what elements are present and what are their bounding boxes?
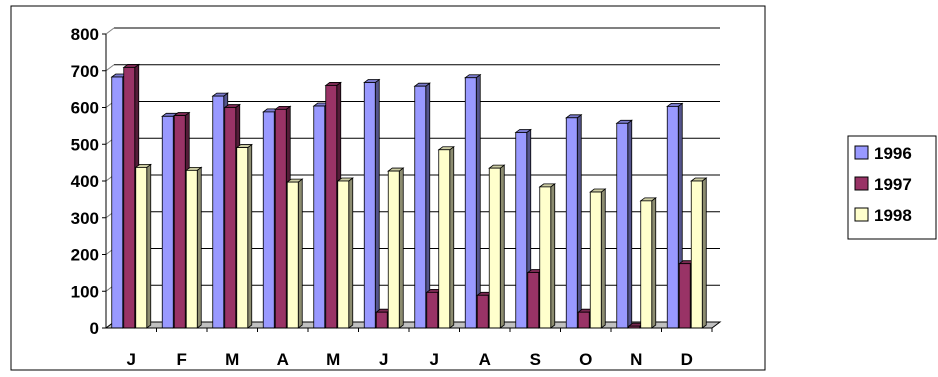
x-tick-label: J bbox=[430, 350, 439, 369]
y-tick-label: 300 bbox=[71, 209, 99, 228]
bar-1998 bbox=[236, 147, 249, 329]
bar-1996 bbox=[666, 105, 679, 329]
bar-1998 bbox=[387, 170, 400, 329]
bar-side bbox=[475, 73, 481, 329]
bar-1997 bbox=[173, 115, 186, 329]
x-tick-label: A bbox=[277, 350, 289, 369]
bar-side bbox=[600, 188, 606, 329]
bar-1997 bbox=[678, 263, 691, 329]
y-tick-label: 200 bbox=[71, 246, 99, 265]
x-tick-label: D bbox=[681, 350, 693, 369]
bar-1996 bbox=[212, 95, 225, 329]
x-tick-label: N bbox=[630, 350, 642, 369]
y-tick-label: 400 bbox=[71, 172, 99, 191]
gridline-side bbox=[105, 27, 115, 35]
bar-side bbox=[348, 177, 354, 329]
bar-side bbox=[449, 145, 455, 329]
bar-1996 bbox=[262, 111, 275, 329]
bar-side bbox=[627, 119, 633, 329]
bar-1996 bbox=[616, 122, 629, 329]
legend-label: 1997 bbox=[874, 175, 912, 194]
bar-1997 bbox=[426, 291, 439, 329]
bar-1997 bbox=[527, 272, 540, 329]
bar-1997 bbox=[123, 67, 136, 329]
legend-swatch bbox=[854, 176, 869, 191]
bar-1998 bbox=[690, 180, 703, 329]
x-tick-label: M bbox=[326, 350, 340, 369]
y-tick-label: 600 bbox=[71, 99, 99, 118]
bar-1996 bbox=[313, 105, 326, 329]
y-tick-label: 800 bbox=[71, 25, 99, 44]
x-tick-label: F bbox=[177, 350, 187, 369]
bar-1998 bbox=[135, 167, 148, 329]
bar-side bbox=[651, 197, 657, 329]
legend-swatch bbox=[854, 207, 869, 222]
y-tick-label: 500 bbox=[71, 135, 99, 154]
bar-1998 bbox=[438, 149, 451, 329]
bar-1997 bbox=[224, 107, 237, 329]
legend-label: 1996 bbox=[874, 144, 912, 163]
bar-side bbox=[499, 164, 505, 329]
legend-label: 1998 bbox=[874, 206, 912, 225]
bar-side bbox=[247, 143, 253, 329]
bar-1998 bbox=[640, 200, 653, 329]
x-tick-label: O bbox=[579, 350, 592, 369]
bar-1998 bbox=[488, 167, 501, 329]
bar-1996 bbox=[363, 82, 376, 329]
bar-side bbox=[196, 166, 202, 329]
x-tick-label: A bbox=[479, 350, 491, 369]
x-tick-label: S bbox=[530, 350, 541, 369]
bar-1998 bbox=[539, 186, 552, 329]
bar-side bbox=[398, 167, 404, 329]
bar-side bbox=[701, 177, 707, 329]
bar-1997 bbox=[476, 294, 489, 329]
bar-1996 bbox=[414, 85, 427, 329]
y-tick-label: 0 bbox=[90, 319, 99, 338]
bar-1998 bbox=[286, 181, 299, 329]
bar-1996 bbox=[515, 132, 528, 329]
bar-1997 bbox=[577, 311, 590, 329]
bars-layer bbox=[110, 63, 708, 329]
bar-1998 bbox=[185, 169, 198, 329]
legend: 1996 1997 1998 bbox=[847, 135, 937, 240]
bar-1996 bbox=[464, 77, 477, 329]
bar-1997 bbox=[375, 311, 388, 329]
bar-1997 bbox=[274, 108, 287, 329]
bar-side bbox=[550, 183, 556, 329]
bar-1996 bbox=[161, 115, 174, 329]
bar-side bbox=[297, 178, 303, 329]
bar-1998 bbox=[589, 191, 602, 329]
axis-layer: 0 100 200 300 400 500 600 700 800 J F M A M J J A S O N D bbox=[71, 25, 713, 369]
bar-1996 bbox=[565, 117, 578, 329]
legend-swatch bbox=[854, 145, 869, 160]
bar-1998 bbox=[337, 180, 350, 329]
x-tick-label: J bbox=[127, 350, 136, 369]
x-tick-label: M bbox=[225, 350, 239, 369]
bar-1996 bbox=[111, 76, 124, 329]
gridline-side bbox=[105, 64, 115, 72]
y-tick-label: 100 bbox=[71, 282, 99, 301]
y-tick-label: 700 bbox=[71, 62, 99, 81]
bar-1997 bbox=[325, 85, 338, 329]
bar-side bbox=[146, 163, 152, 329]
bar-side bbox=[576, 113, 582, 329]
x-tick-label: J bbox=[379, 350, 388, 369]
bar-side bbox=[374, 78, 380, 329]
